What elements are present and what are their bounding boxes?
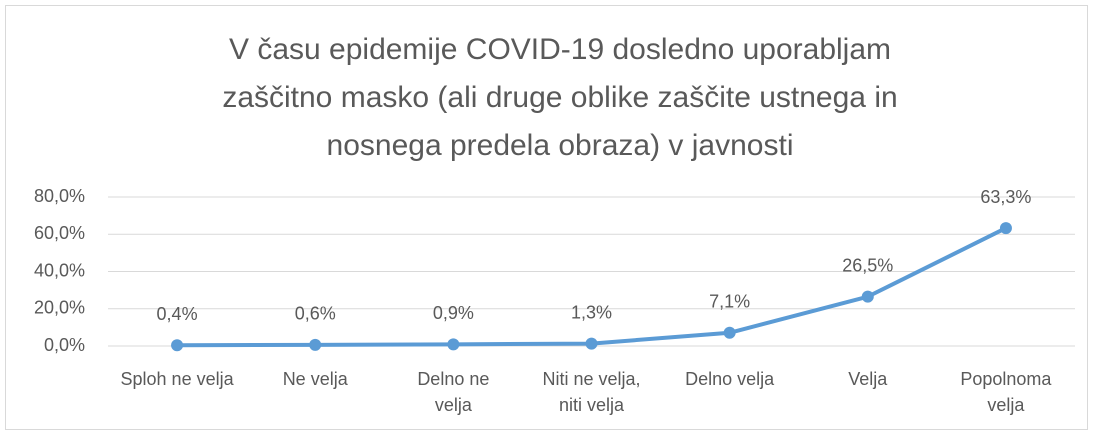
- x-tick-label: Popolnoma velja: [960, 369, 1052, 415]
- x-tick-label: Niti ne velja, niti velja: [542, 369, 641, 415]
- y-tick-label: 40,0%: [34, 260, 85, 280]
- data-label: 0,4%: [157, 304, 198, 324]
- point: [585, 337, 598, 350]
- data-label: 0,9%: [433, 303, 474, 323]
- y-tick-label: 20,0%: [34, 298, 85, 318]
- y-tick-label: 80,0%: [34, 186, 85, 206]
- point: [447, 338, 460, 351]
- data-label: 26,5%: [842, 255, 893, 275]
- data-label: 63,3%: [980, 187, 1031, 207]
- x-tick-label: Delno velja: [685, 369, 775, 389]
- x-tick-label: Ne velja: [282, 369, 348, 389]
- x-tick-label: Delno ne velja: [417, 369, 490, 415]
- x-tick-label: Sploh ne velja: [120, 369, 234, 389]
- y-tick-label: 0,0%: [44, 335, 85, 355]
- data-label: 1,3%: [571, 302, 612, 322]
- point: [171, 339, 184, 352]
- data-label: 0,6%: [295, 304, 336, 324]
- y-tick-label: 60,0%: [34, 223, 85, 243]
- x-tick-label: Velja: [848, 369, 888, 389]
- point: [999, 222, 1012, 235]
- point: [309, 338, 322, 351]
- line: [177, 226, 1007, 348]
- data-label: 7,1%: [709, 292, 750, 312]
- point: [723, 326, 736, 339]
- point: [861, 290, 874, 303]
- chart-border: [5, 5, 1088, 430]
- chart-title: V času epidemije COVID-19 dosledno upora…: [222, 33, 898, 162]
